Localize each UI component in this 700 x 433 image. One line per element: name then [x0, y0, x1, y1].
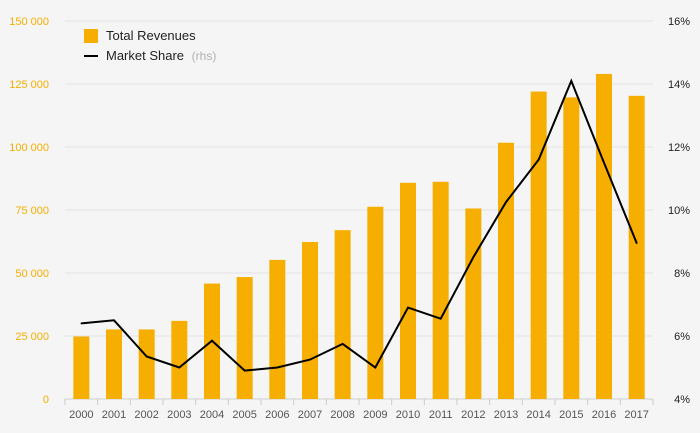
- right-tick-label: 6%: [674, 331, 690, 343]
- x-tick-label: 2012: [461, 409, 485, 421]
- x-tick-label: 2005: [232, 409, 256, 421]
- market-share-point-2017: [635, 242, 638, 244]
- bar-2012: [465, 208, 482, 399]
- x-tick-label: 2016: [592, 409, 616, 421]
- x-tick-label: 2001: [102, 409, 126, 421]
- market-share-line: [81, 78, 638, 372]
- right-axis-ticks: 4% 6% 8% 10% 12% 14% 16%: [668, 16, 690, 406]
- bar-2002: [138, 329, 155, 399]
- market-share-point-2008: [341, 343, 344, 345]
- x-axis-ticks: 2000 2001 2002 2003 2004 2005 2006 2007 2008 2009…: [64, 399, 654, 421]
- market-share-point-2015: [570, 80, 573, 82]
- bar-2001: [106, 329, 122, 399]
- x-tick-label: 2011: [429, 409, 453, 421]
- market-share-point-2016: [603, 161, 605, 164]
- left-tick-label: 125 000: [9, 79, 49, 91]
- market-share-point-2003: [178, 366, 181, 369]
- bar-2016: [596, 73, 612, 400]
- market-share-point-2007: [309, 358, 311, 361]
- bar-2006: [269, 259, 286, 399]
- market-share-point-2011: [439, 317, 442, 320]
- bar-2005: [236, 277, 253, 399]
- market-share-point-2001: [113, 319, 115, 322]
- market-share-point-2002: [145, 355, 148, 358]
- legend-market-share-rhs: (rhs): [192, 49, 217, 63]
- market-share-point-2004: [211, 339, 213, 342]
- left-tick-label: 25 000: [15, 331, 49, 343]
- bar-2000: [73, 336, 90, 399]
- left-tick-label: 100 000: [9, 142, 49, 154]
- bar-2014: [530, 91, 547, 399]
- legend-label-total-revenues: Total Revenues: [106, 28, 196, 43]
- x-tick-label: 2010: [396, 409, 420, 421]
- x-tick-label: 2000: [69, 409, 93, 421]
- bar-2017: [628, 95, 645, 400]
- left-tick-label: 150 000: [9, 16, 49, 28]
- market-share-point-2010: [407, 306, 409, 309]
- left-tick-label: 0: [43, 394, 49, 406]
- x-tick-label: 2007: [298, 409, 322, 421]
- legend: Total Revenues Market Share (rhs): [84, 28, 216, 63]
- bar-2011: [432, 181, 449, 399]
- market-share-point-2013: [505, 201, 507, 203]
- x-tick-label: 2004: [200, 409, 224, 421]
- bar-2015: [563, 97, 580, 399]
- market-share-line-group: [80, 78, 638, 372]
- right-tick-label: 10%: [668, 205, 690, 217]
- right-tick-label: 4%: [674, 394, 690, 406]
- x-tick-label: 2013: [494, 409, 518, 421]
- x-tick-label: 2009: [363, 409, 387, 421]
- legend-swatch-total-revenues: [84, 29, 98, 43]
- left-tick-label: 50 000: [15, 268, 49, 280]
- market-share-point-2009: [374, 366, 377, 369]
- bar-2008: [334, 230, 351, 399]
- x-tick-label: 2017: [624, 409, 648, 421]
- right-tick-label: 14%: [668, 79, 690, 91]
- x-tick-label: 2008: [330, 409, 354, 421]
- legend-label-market-share: Market Share (rhs): [106, 48, 216, 63]
- market-share-point-2012: [472, 256, 475, 259]
- right-tick-label: 12%: [668, 142, 690, 154]
- left-tick-label: 75 000: [15, 205, 49, 217]
- x-tick-label: 2015: [559, 409, 583, 421]
- x-tick-label: 2006: [265, 409, 289, 421]
- legend-market-share-name: Market Share: [106, 48, 184, 63]
- bar-2007: [302, 242, 318, 399]
- bar-2009: [367, 206, 384, 399]
- market-share-point-2006: [276, 366, 279, 369]
- market-share-point-2005: [243, 369, 246, 372]
- left-axis-ticks: 0 25 000 50 000 75 000 100 000 125 000 150 000: [9, 16, 49, 406]
- right-tick-label: 16%: [668, 16, 690, 28]
- x-tick-label: 2003: [167, 409, 191, 421]
- right-tick-label: 8%: [674, 268, 690, 280]
- market-share-point-2014: [537, 158, 540, 161]
- x-tick-label: 2002: [134, 409, 158, 421]
- x-tick-label: 2014: [526, 409, 550, 421]
- bar-2003: [171, 320, 188, 399]
- bar-2010: [400, 182, 416, 399]
- market-share-point-2000: [80, 322, 83, 325]
- bar-2013: [498, 142, 514, 399]
